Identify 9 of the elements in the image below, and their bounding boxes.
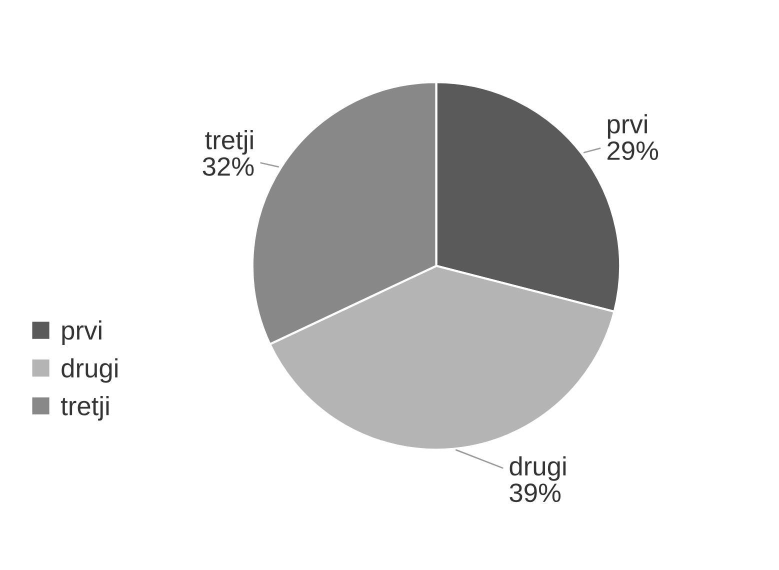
- slice-label: prvi: [608, 114, 647, 139]
- data-label: 32%: [202, 157, 254, 176]
- slice-label: tretji: [205, 130, 253, 155]
- slice-label: drugi: [510, 456, 566, 481]
- legend-label: prvi: [62, 320, 102, 346]
- legend-label: drugi: [62, 358, 118, 383]
- legend-label: tretji: [60, 396, 109, 421]
- data-label: 29%: [608, 141, 658, 160]
- data-label: 39%: [510, 483, 561, 502]
